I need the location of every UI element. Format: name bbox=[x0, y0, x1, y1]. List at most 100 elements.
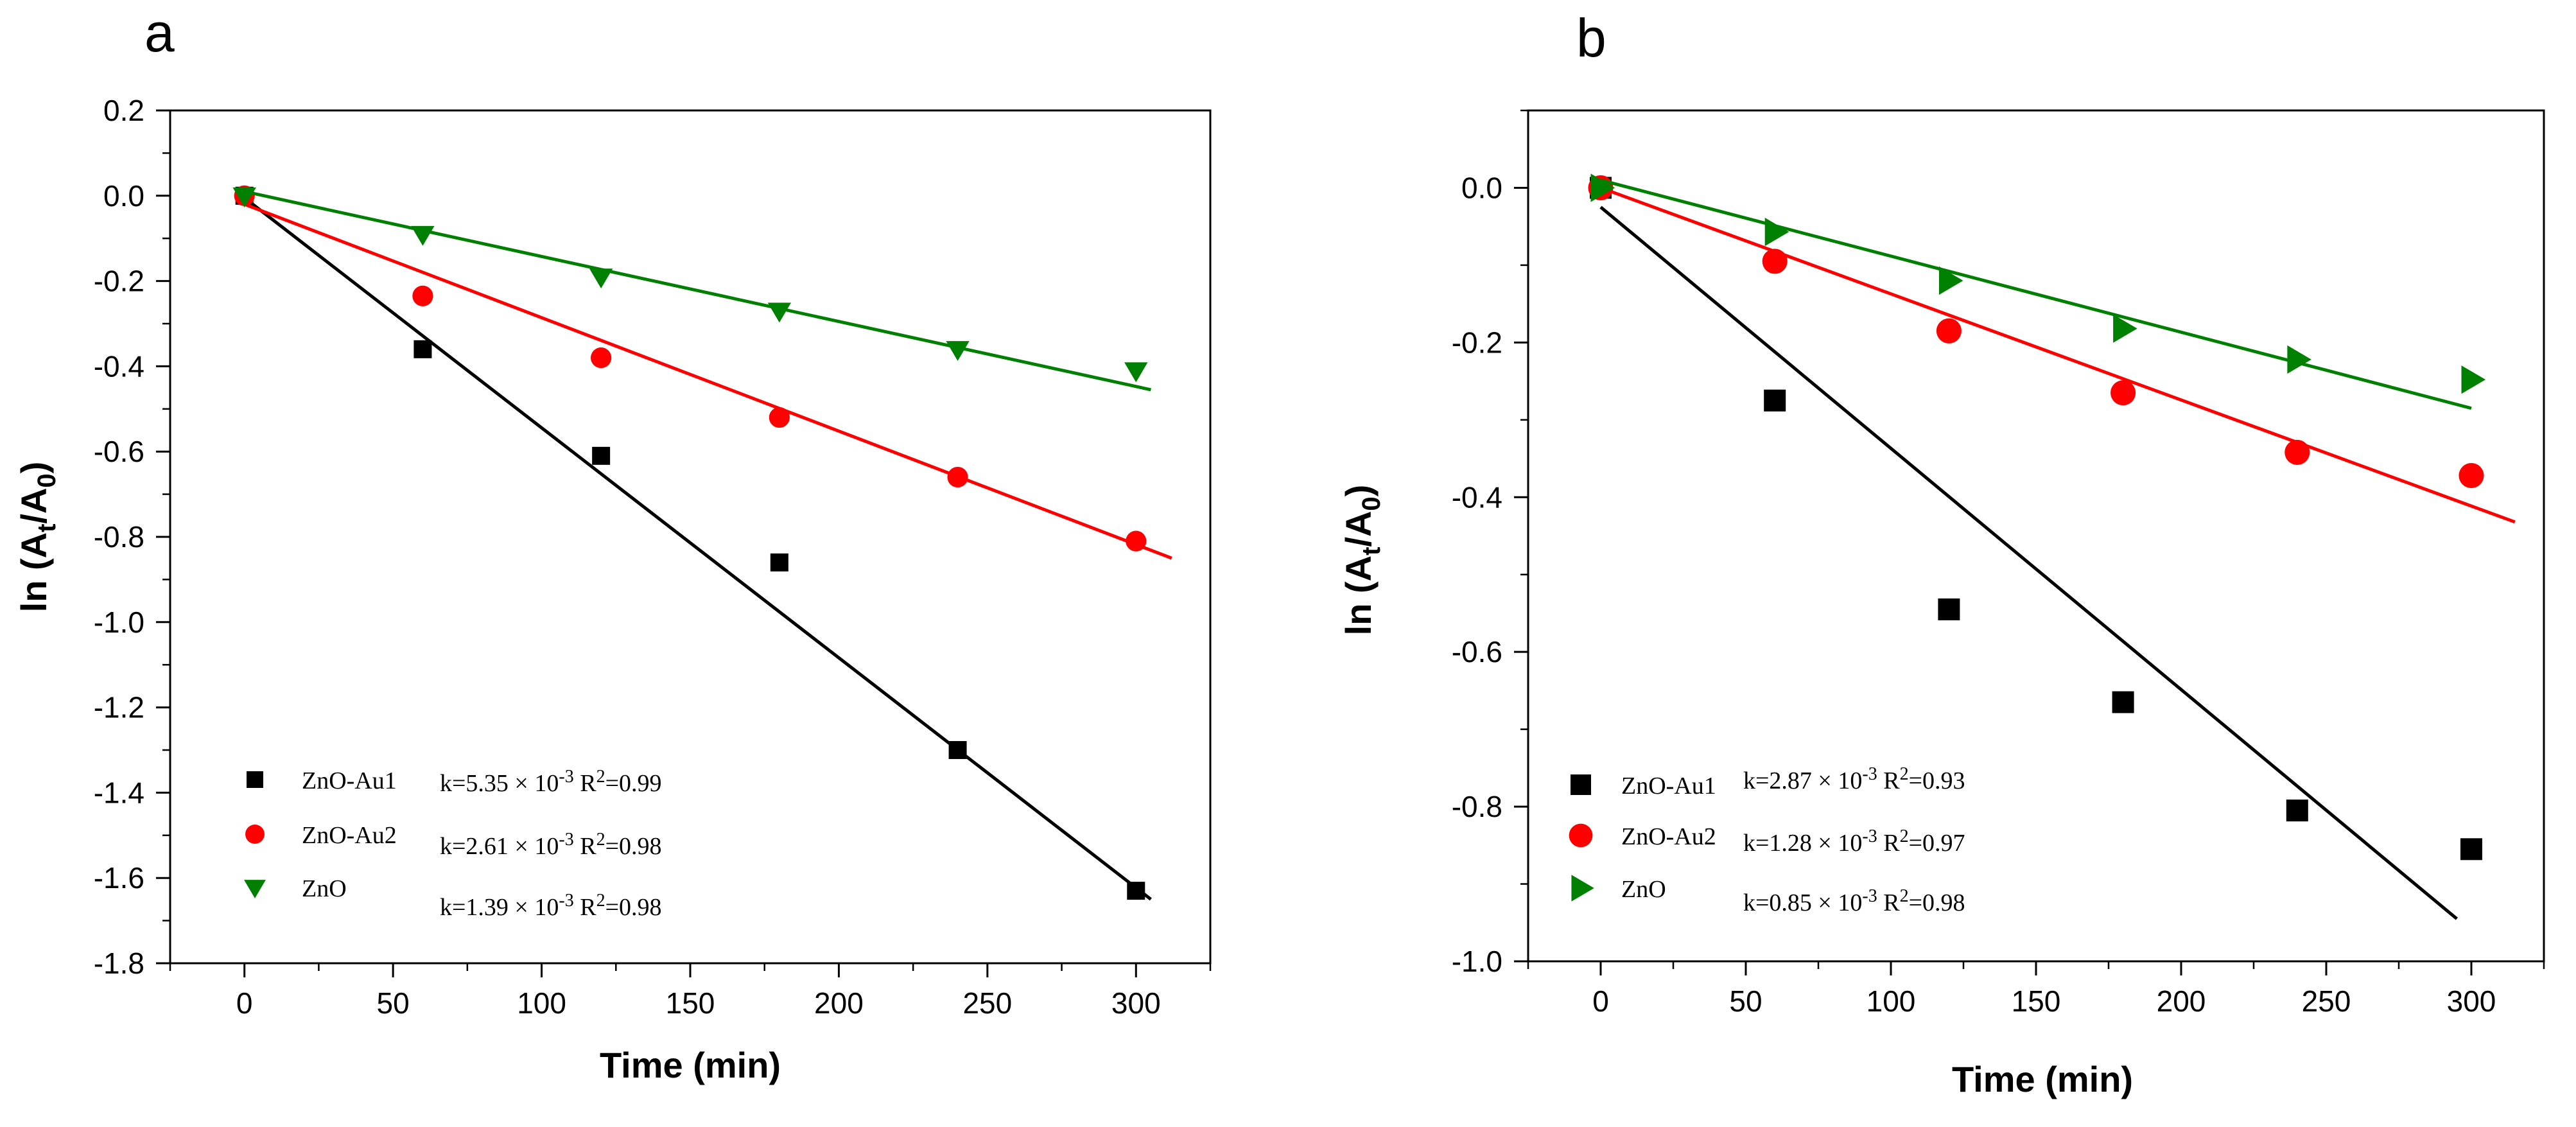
legend-entry: ZnO-Au1 k=5.35 × 10-3 R2=0.99 bbox=[247, 767, 662, 797]
y-tick-label: -1.6 bbox=[94, 861, 144, 895]
x-tick-label: 100 bbox=[517, 986, 566, 1020]
y-axis-title-part: 0 bbox=[1357, 496, 1386, 511]
panel-label: a bbox=[144, 3, 175, 63]
y-tick-label: -1.2 bbox=[94, 691, 144, 724]
y-axis-title-part: t bbox=[1357, 547, 1386, 555]
legend-label: ZnO-Au1 bbox=[1621, 773, 1716, 799]
triangle-right-marker bbox=[2113, 314, 2137, 343]
legend-entry: ZnO-Au1 k=2.87 × 10-3 R2=0.93 bbox=[1571, 764, 1965, 799]
y-tick-label: -1.0 bbox=[94, 606, 144, 639]
circle-marker bbox=[947, 466, 968, 488]
legend-stat-part: R bbox=[574, 894, 597, 921]
legend-stat-part: -3 bbox=[559, 891, 573, 911]
y-tick-label: 0.2 bbox=[103, 94, 144, 127]
circle-marker bbox=[245, 825, 265, 844]
fit-line bbox=[243, 202, 1172, 560]
legend-stat-part: -3 bbox=[1862, 764, 1877, 784]
x-axis-title: Time (min) bbox=[1952, 1059, 2133, 1099]
legend-stat-part: =0.98 bbox=[605, 833, 662, 860]
square-marker bbox=[948, 741, 967, 759]
x-tick-label: 250 bbox=[2302, 984, 2351, 1018]
y-tick-label: 0.0 bbox=[103, 179, 144, 213]
triangle-right-marker bbox=[2461, 365, 2486, 394]
y-tick-label: -0.4 bbox=[94, 349, 144, 383]
fit-line bbox=[1600, 178, 2472, 410]
legend-stat-part: 2 bbox=[1900, 886, 1909, 906]
legend-stat-part: k=2.87 × 10 bbox=[1743, 767, 1862, 794]
x-tick-label: 200 bbox=[814, 986, 864, 1020]
triangle-right-marker bbox=[1571, 875, 1594, 902]
x-tick-label: 0 bbox=[236, 986, 253, 1020]
triangle-down-marker bbox=[1124, 362, 1148, 383]
circle-marker bbox=[1762, 249, 1788, 274]
series-ZnO bbox=[1590, 173, 2486, 410]
fit-line bbox=[1600, 186, 2516, 524]
legend-stat-part: R bbox=[1877, 767, 1901, 794]
y-tick-label: -0.6 bbox=[1452, 635, 1502, 668]
circle-marker bbox=[2459, 462, 2484, 489]
fit-line bbox=[244, 189, 1151, 392]
legend-stat: k=1.39 × 10-3 R2=0.98 bbox=[440, 891, 662, 921]
x-tick-label: 150 bbox=[2012, 984, 2061, 1018]
legend-stat: k=2.87 × 10-3 R2=0.93 bbox=[1743, 764, 1965, 794]
legend-entry: ZnO-Au2 k=2.61 × 10-3 R2=0.98 bbox=[245, 822, 662, 860]
legend-stat: k=5.35 × 10-3 R2=0.99 bbox=[440, 767, 662, 797]
y-axis-title-part: ) bbox=[13, 462, 54, 474]
y-tick-label: -1.4 bbox=[94, 776, 144, 809]
legend-label: ZnO bbox=[302, 875, 347, 902]
circle-marker bbox=[2110, 380, 2136, 406]
legend-stat-part: =0.97 bbox=[1909, 830, 1965, 857]
y-tick-label: -0.4 bbox=[1452, 480, 1502, 514]
triangle-down-marker bbox=[232, 188, 256, 207]
y-tick-label: -1.0 bbox=[1452, 945, 1502, 978]
y-tick-label: -0.8 bbox=[1452, 790, 1502, 823]
fit-line bbox=[1599, 205, 2458, 920]
legend-stat-part: R bbox=[1877, 889, 1901, 916]
triangle-down-marker bbox=[946, 341, 970, 362]
triangle-right-marker bbox=[1590, 173, 1615, 202]
square-marker bbox=[770, 553, 788, 572]
legend-stat-part: 2 bbox=[1900, 764, 1909, 784]
legend-stat-part: 2 bbox=[596, 767, 605, 787]
square-marker bbox=[1764, 389, 1786, 412]
x-tick-label: 200 bbox=[2157, 984, 2206, 1018]
fit-line bbox=[243, 197, 1152, 901]
series-ZnO-Au2 bbox=[234, 185, 1172, 560]
y-axis-title-part: ) bbox=[1338, 485, 1379, 497]
square-marker bbox=[247, 771, 263, 788]
square-marker bbox=[2286, 799, 2308, 822]
legend-stat-part: k=1.39 × 10 bbox=[440, 894, 559, 921]
legend-stat-part: k=1.28 × 10 bbox=[1743, 830, 1862, 857]
legend-stat-part: R bbox=[574, 833, 597, 860]
triangle-down-marker bbox=[589, 268, 613, 289]
legend-label: ZnO bbox=[1621, 876, 1666, 903]
x-tick-label: 150 bbox=[666, 986, 715, 1020]
series-ZnO bbox=[232, 188, 1151, 392]
y-axis-title-part: /A bbox=[13, 488, 54, 524]
legend-stat: k=1.28 × 10-3 R2=0.97 bbox=[1743, 826, 1965, 857]
square-marker bbox=[2112, 691, 2134, 713]
x-tick-label: 0 bbox=[1592, 984, 1609, 1018]
circle-marker bbox=[412, 285, 433, 306]
y-tick-label: -0.2 bbox=[1452, 326, 1502, 359]
x-tick-label: 100 bbox=[1867, 984, 1916, 1018]
x-tick-label: 50 bbox=[377, 986, 410, 1020]
triangle-right-marker bbox=[2287, 345, 2311, 374]
chart-panel-b: b 0 50 100 150 200 250 300 0.0 -0.2 -0.4 -0.6 -0.8 -1… bbox=[1338, 8, 2545, 1099]
circle-marker bbox=[769, 406, 790, 428]
square-marker bbox=[1127, 882, 1145, 900]
square-marker bbox=[2460, 838, 2482, 861]
series-ZnO-Au2 bbox=[1588, 175, 2516, 524]
triangle-right-marker bbox=[1938, 266, 1963, 295]
legend-stat-part: R bbox=[1877, 830, 1901, 857]
legend-stat-part: =0.98 bbox=[605, 894, 662, 921]
legend-stat-part: k=5.35 × 10 bbox=[440, 770, 559, 797]
x-tick-label: 300 bbox=[1111, 986, 1161, 1020]
square-marker bbox=[413, 340, 432, 358]
legend-stat-part: 2 bbox=[1900, 826, 1909, 846]
legend-stat: k=0.85 × 10-3 R2=0.98 bbox=[1743, 886, 1965, 916]
legend-stat-part: 2 bbox=[596, 891, 605, 911]
y-axis-title: ln (At/A0) bbox=[1338, 485, 1386, 636]
legend-entry: ZnO k=0.85 × 10-3 R2=0.98 bbox=[1571, 875, 1965, 916]
